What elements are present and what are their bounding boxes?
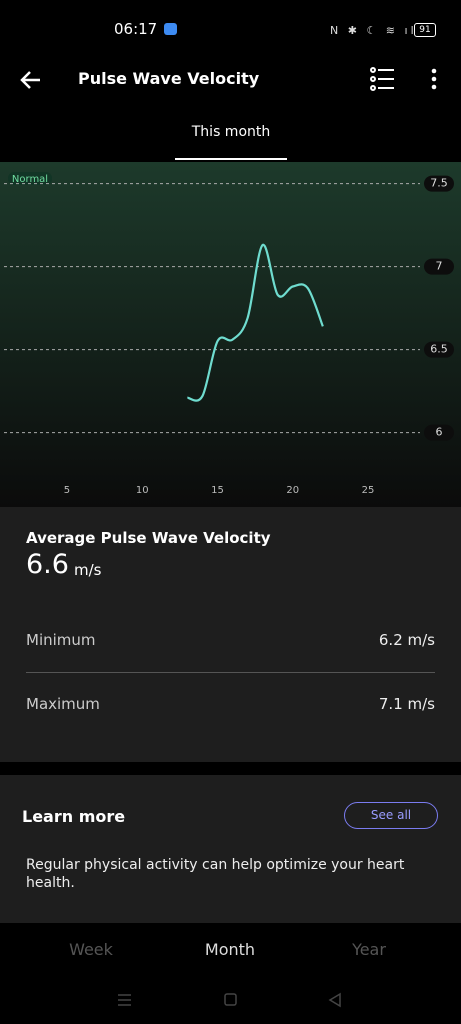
band-label-bg	[8, 172, 52, 185]
y-tick-label: 7	[436, 260, 443, 273]
y-tick-bg	[424, 258, 454, 275]
month-tab[interactable]: Month	[204, 940, 256, 959]
app-icon	[164, 23, 177, 35]
learn-more-text: Regular physical activity can help optim…	[26, 857, 405, 891]
back-button[interactable]	[18, 67, 44, 93]
y-tick-label: 6	[436, 426, 443, 439]
list-button[interactable]	[368, 65, 396, 93]
chart: Normal 6 6.5 7 7.5 5 10 15 20 25	[0, 162, 461, 507]
x-tick-label: 25	[362, 485, 375, 496]
minimum-value: 6.2 m/s	[378, 631, 435, 649]
learn-more-panel: Learn more See all Regular physical acti…	[0, 775, 461, 923]
see-all-button[interactable]: See all	[344, 802, 438, 829]
maximum-value: 7.1 m/s	[378, 695, 435, 713]
y-tick-label: 6.5	[430, 343, 448, 356]
x-tick-label: 10	[136, 485, 149, 496]
x-tick-label: 15	[211, 485, 224, 496]
tab-indicator	[175, 158, 287, 160]
tab[interactable]: This month	[191, 124, 271, 140]
nav-bar	[118, 992, 341, 1008]
summary-title: Average Pulse Wave Velocity	[26, 529, 271, 547]
clock: 06:17	[114, 20, 158, 38]
x-tick-label: 5	[64, 485, 70, 496]
y-tick-bg	[424, 175, 454, 192]
battery: 91	[414, 23, 436, 37]
y-tick-bg	[424, 341, 454, 358]
chart-background	[0, 162, 461, 507]
x-tick-label: 20	[286, 485, 299, 496]
status-icons: N ✱ ☾ ≋ ıl	[330, 24, 417, 37]
average-value: 6.6	[26, 549, 69, 580]
learn-more-title: Learn more	[22, 807, 126, 826]
year-tab[interactable]: Year	[352, 940, 386, 959]
average-unit: m/s	[74, 561, 102, 579]
week-tab[interactable]: Week	[69, 940, 113, 959]
app-bar: Pulse Wave Velocity	[0, 55, 461, 105]
summary-panel: Average Pulse Wave Velocity 6.6 m/s Mini…	[0, 507, 461, 762]
y-tick-bg	[424, 424, 454, 441]
band-label: Normal	[12, 174, 48, 185]
more-button[interactable]	[428, 67, 440, 93]
maximum-label: Maximum	[26, 695, 100, 713]
data-line	[187, 243, 324, 402]
y-tick-label: 7.5	[430, 177, 448, 190]
minimum-label: Minimum	[26, 631, 96, 649]
status-bar: 06:17 91 N ✱ ☾ ≋ ıl	[0, 0, 461, 55]
title: Pulse Wave Velocity	[78, 69, 260, 88]
divider	[26, 672, 435, 673]
